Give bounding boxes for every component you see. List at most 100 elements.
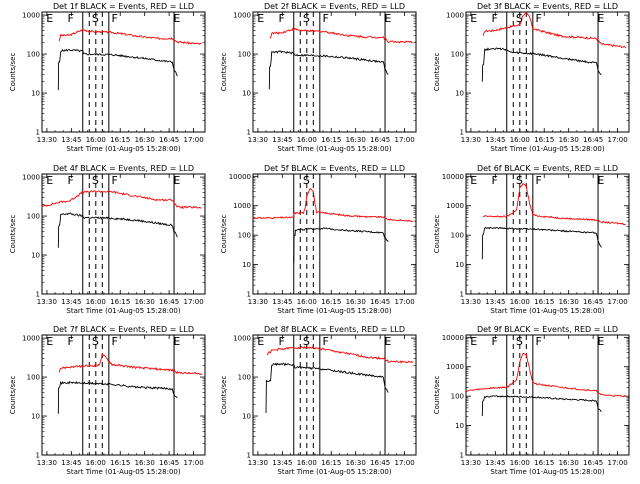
x-tick-label: 17:00 — [183, 459, 203, 467]
panel-title: Det 1f BLACK = Events, RED = LLD — [53, 2, 194, 11]
region-label: F — [322, 12, 328, 25]
region-label: E — [470, 174, 477, 187]
x-axis-title: Start Time (01-Aug-05 15:28:00) — [490, 145, 604, 153]
region-label: F — [278, 12, 284, 25]
x-tick-label: 13:45 — [61, 459, 81, 467]
detector-panel-5: Det 5f BLACK = Events, RED = LLD Counts/s… — [220, 164, 417, 315]
x-tick-label: 16:15 — [534, 459, 554, 467]
lld-series-line — [58, 352, 203, 376]
x-tick-label: 16:15 — [321, 136, 341, 144]
x-tick-label: 13:45 — [272, 459, 292, 467]
x-tick-label: 16:15 — [321, 459, 341, 467]
plot-area — [57, 12, 202, 132]
region-label: E — [384, 12, 391, 25]
y-axis-title: Counts/sec — [433, 215, 441, 254]
x-axis-title: Start Time (01-Aug-05 15:28:00) — [277, 307, 391, 315]
region-label: S — [92, 335, 99, 348]
y-tick-label: 10000 — [442, 334, 464, 342]
y-tick-label: 1000 — [446, 202, 464, 210]
events-series-line — [481, 47, 602, 82]
panel-title: Det 9f BLACK = Events, RED = LLD — [477, 325, 618, 334]
x-tick-label: 16:00 — [510, 298, 530, 306]
x-tick-label: 16:00 — [510, 136, 530, 144]
x-axis-title: Start Time (01-Aug-05 15:28:00) — [277, 468, 391, 476]
detector-panel-4: Det 4f BLACK = Events, RED = LLD Counts/s… — [9, 164, 206, 315]
plot-frame — [41, 11, 206, 133]
x-tick-label: 17:00 — [183, 136, 203, 144]
region-label: E — [257, 12, 264, 25]
y-tick-label: 100 — [238, 374, 251, 382]
region-label: E — [597, 12, 604, 25]
x-tick-label: 16:45 — [159, 298, 179, 306]
y-tick-label: 1000 — [233, 12, 251, 20]
detector-panel-7: Det 7f BLACK = Events, RED = LLD Counts/s… — [9, 325, 206, 476]
x-tick-label: 16:45 — [583, 136, 603, 144]
x-tick-label: 13:45 — [485, 136, 505, 144]
events-series-line — [481, 226, 602, 260]
y-tick-label: 100 — [451, 232, 464, 240]
region-label: S — [92, 174, 99, 187]
y-tick-label: 10 — [455, 90, 464, 98]
x-tick-label: 13:30 — [248, 298, 268, 306]
x-tick-label: 13:30 — [37, 459, 57, 467]
x-tick-label: 16:45 — [583, 459, 603, 467]
x-tick-label: 16:15 — [110, 136, 130, 144]
plot-frame — [41, 334, 206, 456]
plot-area — [42, 174, 202, 294]
panel-title: Det 2f BLACK = Events, RED = LLD — [264, 2, 405, 11]
y-tick-label: 10 — [242, 413, 251, 421]
plot-area — [466, 335, 627, 455]
x-axis-title: Start Time (01-Aug-05 15:28:00) — [66, 145, 180, 153]
x-tick-label: 16:00 — [297, 459, 317, 467]
panel-title: Det 6f BLACK = Events, RED = LLD — [477, 164, 618, 173]
x-tick-label: 17:00 — [607, 298, 627, 306]
events-series-line — [57, 380, 178, 414]
plot-frame — [465, 334, 630, 456]
x-tick-label: 16:45 — [370, 298, 390, 306]
region-label: F — [491, 335, 497, 348]
lld-series-line — [269, 27, 413, 44]
y-axis-title: Counts/sec — [9, 53, 17, 92]
y-tick-label: 1000 — [233, 202, 251, 210]
x-tick-label: 16:30 — [346, 136, 366, 144]
lld-series-line — [466, 352, 627, 398]
plot-frame — [252, 173, 417, 295]
x-tick-label: 16:00 — [86, 136, 106, 144]
region-label: S — [516, 12, 523, 25]
y-axis-title: Counts/sec — [220, 215, 228, 254]
region-label: E — [384, 335, 391, 348]
x-tick-label: 13:45 — [61, 298, 81, 306]
x-tick-label: 13:30 — [37, 298, 57, 306]
lld-series-line — [42, 190, 202, 209]
detector-panel-1: Det 1f BLACK = Events, RED = LLD Counts/s… — [9, 2, 206, 153]
x-axis-title: Start Time (01-Aug-05 15:28:00) — [490, 307, 604, 315]
lld-series-line — [58, 28, 202, 45]
region-label: F — [111, 12, 117, 25]
y-tick-label: 10 — [31, 413, 40, 421]
y-tick-label: 1 — [247, 452, 251, 460]
x-tick-label: 16:30 — [559, 136, 579, 144]
region-label: E — [46, 335, 53, 348]
region-label: S — [303, 174, 310, 187]
y-tick-label: 10 — [31, 90, 40, 98]
events-series-line — [268, 50, 389, 90]
region-label: F — [535, 12, 541, 25]
x-tick-label: 16:30 — [135, 136, 155, 144]
x-axis-title: Start Time (01-Aug-05 15:28:00) — [277, 145, 391, 153]
events-series-line — [57, 48, 178, 91]
events-series-line — [265, 362, 389, 414]
region-label: S — [516, 335, 523, 348]
plot-area — [268, 12, 413, 132]
region-label: E — [173, 335, 180, 348]
region-label: F — [278, 335, 284, 348]
x-tick-label: 16:45 — [370, 459, 390, 467]
x-tick-label: 13:45 — [61, 136, 81, 144]
x-tick-label: 16:15 — [110, 298, 130, 306]
x-tick-label: 17:00 — [394, 298, 414, 306]
x-tick-label: 16:15 — [534, 136, 554, 144]
panel-title: Det 4f BLACK = Events, RED = LLD — [53, 164, 194, 173]
x-tick-label: 16:00 — [297, 298, 317, 306]
x-tick-label: 16:15 — [534, 298, 554, 306]
panel-title: Det 3f BLACK = Events, RED = LLD — [477, 2, 618, 11]
region-label: S — [516, 174, 523, 187]
